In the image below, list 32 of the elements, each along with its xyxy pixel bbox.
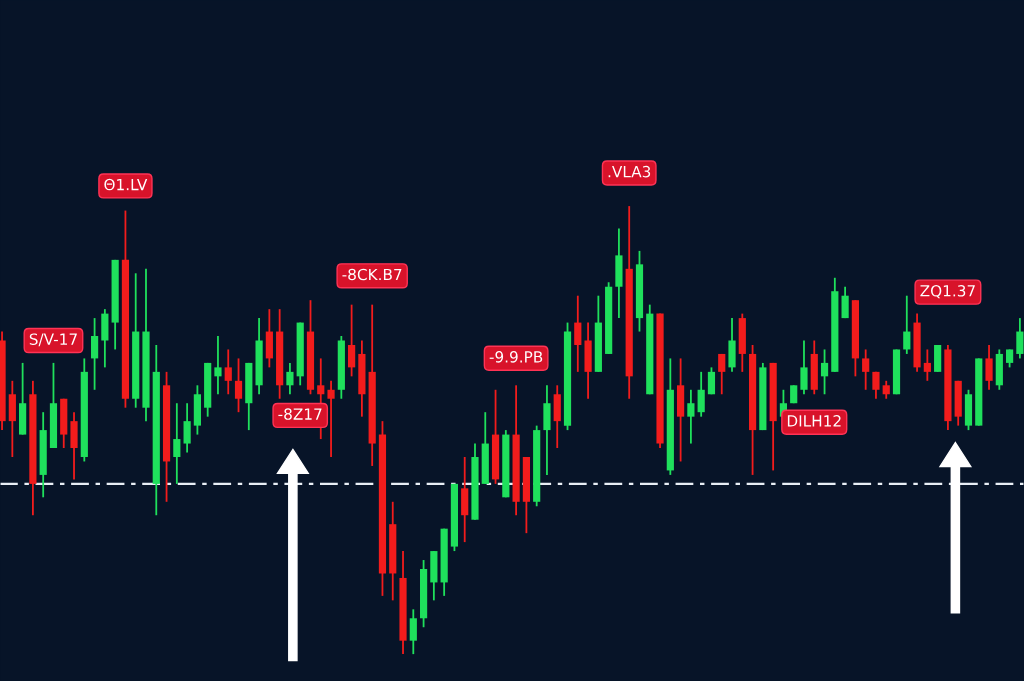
annotation: ZQ1.37 — [920, 285, 975, 299]
candlestick — [224, 348, 232, 396]
candlestick — [214, 335, 222, 396]
candlestick — [862, 348, 870, 391]
candlestick — [718, 353, 726, 396]
annotation: S/V-17 — [29, 333, 77, 347]
candlestick — [173, 402, 181, 485]
candlestick — [697, 370, 705, 418]
annotation: -8Z17 — [278, 408, 322, 420]
candlestick — [923, 348, 931, 382]
text: .VLA3 — [608, 165, 651, 178]
annotation: -8CK.B7 — [342, 268, 402, 281]
annotation: DILH12 — [787, 415, 841, 427]
candlestick — [872, 370, 880, 400]
candlestick — [90, 317, 99, 391]
candlestick — [348, 303, 356, 378]
annotation: -9.9.PB — [489, 351, 543, 363]
candlestick — [820, 348, 829, 396]
candlestick — [800, 339, 808, 396]
text: Θ1.LV — [104, 178, 148, 191]
candlestick — [707, 366, 716, 396]
candlestick — [841, 285, 849, 320]
candlestick — [327, 379, 335, 458]
candlestick — [574, 294, 582, 373]
candlestick — [409, 608, 417, 656]
candlestick — [183, 402, 191, 454]
candlestick — [286, 361, 294, 396]
candlestick — [1016, 317, 1024, 360]
candlestick — [903, 294, 911, 355]
candlestick — [985, 344, 993, 391]
candlestick — [687, 388, 695, 445]
candlestick — [234, 357, 243, 414]
